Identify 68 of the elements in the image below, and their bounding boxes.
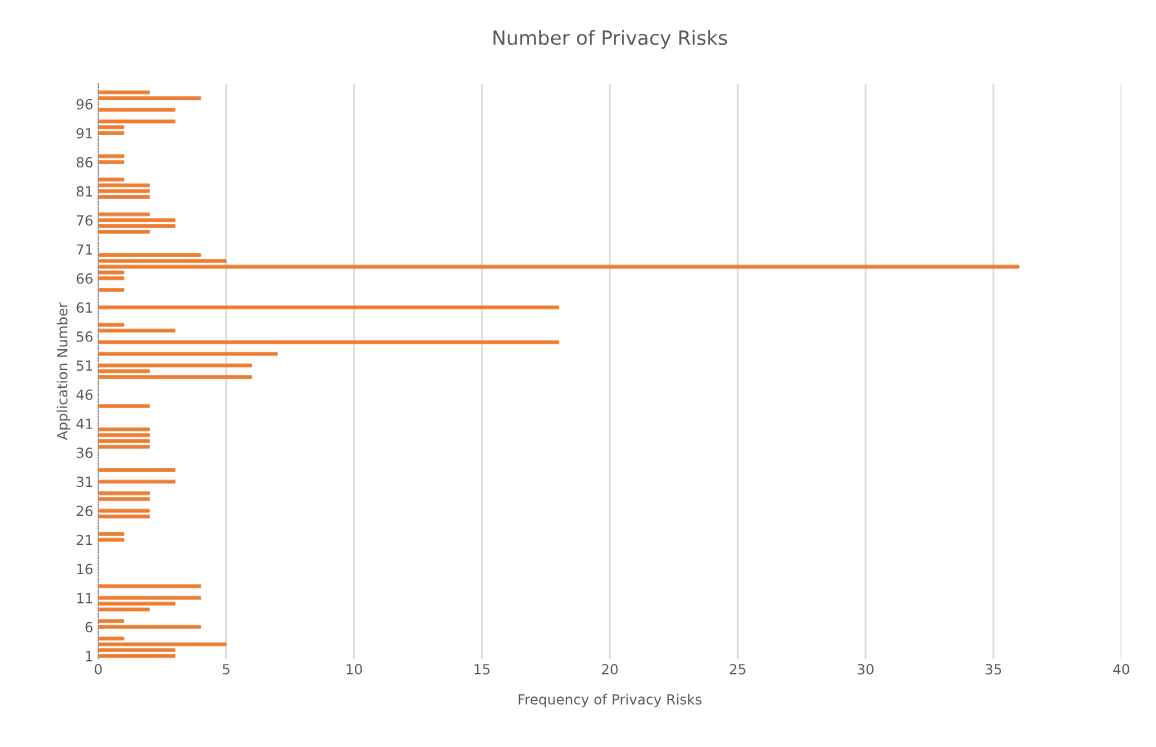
bar [98,288,125,292]
y-tick-label: 16 [77,563,93,575]
y-tick-label: 76 [76,215,93,226]
bar [98,468,176,472]
bar [98,433,150,438]
x-axis-title: Frequency of Privacy Risks [518,693,702,708]
bar [98,497,150,501]
bar [98,212,150,217]
y-tick-label: 26 [76,505,93,517]
bar [98,479,176,484]
bar [98,595,201,600]
y-tick-label: 86 [76,157,93,168]
bar [98,532,125,536]
y-axis-title: Application Number [56,302,71,441]
bar [98,351,278,356]
bar [98,96,201,101]
bar [98,107,176,112]
x-tick-label: 5 [222,664,230,675]
chart-title: Number of Privacy Risks [493,30,727,49]
x-tick-label: 20 [601,663,618,675]
y-tick-label: 71 [76,244,93,255]
y-tick-label: 11 [77,593,93,604]
bar [98,491,150,496]
y-tick-label: 41 [76,418,93,429]
bar [98,305,560,310]
y-tick-label: 96 [76,98,93,110]
bar [98,90,150,95]
y-tick-label: 36 [76,447,93,459]
x-tick-label: 10 [346,663,362,675]
x-tick-label: 30 [857,663,874,675]
bar [98,224,176,228]
x-tick-label: 15 [474,664,490,675]
bar [98,648,176,653]
bar [98,584,201,589]
y-tick-label: 61 [76,302,93,313]
y-tick-label: 6 [85,621,93,633]
x-tick-label: 0 [94,663,102,675]
y-tick-label: 46 [76,389,93,400]
y-tick-label: 66 [76,273,93,284]
y-tick-label: 51 [76,360,93,371]
bar [98,444,150,449]
bar [98,375,253,379]
y-tick-label: 31 [76,476,93,488]
bar [98,229,150,234]
bar [98,340,560,345]
bar [98,619,125,623]
y-tick-label: 21 [76,534,93,546]
x-tick-label: 25 [729,663,746,675]
bar [98,154,125,159]
bar [98,625,201,629]
bar [98,131,125,135]
x-tick-label: 40 [1113,663,1130,675]
y-tick-label: 56 [76,331,93,342]
bar [98,404,150,408]
bar [98,427,150,432]
bar [98,160,125,164]
y-tick-label: 91 [76,128,93,139]
bar [98,218,176,223]
x-tick-label: 35 [985,663,1002,675]
bar [98,253,201,257]
bar [98,189,150,194]
bar [98,439,150,443]
bar [98,195,150,199]
bar [98,259,227,263]
y-tick-label: 1 [86,651,93,662]
y-tick-label: 81 [76,186,93,197]
bar [98,537,125,542]
bar [98,654,176,658]
